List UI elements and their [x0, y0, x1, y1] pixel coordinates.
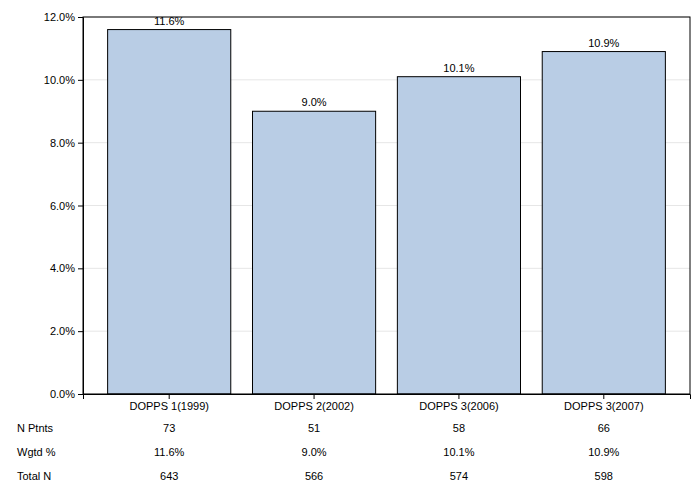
table-cell: 66 — [598, 422, 610, 434]
y-tick-label: 12.0% — [44, 11, 75, 23]
table-cell: 598 — [595, 470, 613, 482]
y-axis-line — [78, 18, 84, 395]
x-tick: DOPPS 1(1999) — [129, 394, 208, 412]
bar — [252, 111, 375, 394]
table-cell: 9.0% — [302, 446, 327, 458]
table-cell: 58 — [453, 422, 465, 434]
y-tick-mark — [78, 80, 83, 81]
y-tick: 8.0% — [50, 137, 83, 149]
x-axis: DOPPS 1(1999) DOPPS 2(2002) DOPPS 3(2006) D… — [84, 394, 691, 412]
y-tick-mark — [78, 331, 83, 332]
x-tick-label: DOPPS 2(2002) — [274, 400, 353, 412]
plot-frame — [83, 17, 690, 394]
bars — [108, 30, 666, 394]
data-label: 10.9% — [588, 37, 619, 49]
y-tick-label: 10.0% — [44, 74, 75, 86]
y-axis: 0.0% 2.0% 4.0% 6.0% 8.0% 10.0% 12.0% — [44, 11, 84, 400]
bar — [397, 77, 520, 394]
data-table: N Ptnts 73 51 58 66 Wgtd % 11.6% 9.0% 10.1% 10.9%… — [17, 422, 620, 482]
grid — [83, 17, 690, 394]
y-tick-mark — [78, 394, 83, 395]
y-tick: 2.0% — [50, 325, 83, 337]
y-tick-label: 2.0% — [50, 325, 75, 337]
y-tick-mark — [78, 268, 83, 269]
x-tick: DOPPS 2(2002) — [274, 394, 353, 412]
bar — [542, 52, 665, 394]
data-label: 11.6% — [154, 15, 185, 27]
x-tick-mark — [458, 394, 459, 399]
x-tick: DOPPS 3(2006) — [419, 394, 498, 412]
y-tick-label: 8.0% — [50, 137, 75, 149]
x-tick-mark — [314, 394, 315, 399]
x-tick-mark — [169, 394, 170, 399]
table-row-label: Total N — [17, 470, 51, 482]
table-cell: 51 — [308, 422, 320, 434]
x-tick-label: DOPPS 3(2006) — [419, 400, 498, 412]
y-tick-mark — [78, 143, 83, 144]
data-label: 9.0% — [302, 96, 327, 108]
y-tick-label: 6.0% — [50, 200, 75, 212]
table-cell: 73 — [163, 422, 175, 434]
x-tick: DOPPS 3(2007) — [564, 394, 643, 412]
table-cell: 10.9% — [588, 446, 619, 458]
table-cell: 11.6% — [154, 446, 185, 458]
y-tick: 6.0% — [50, 200, 83, 212]
x-tick-label: DOPPS 3(2007) — [564, 400, 643, 412]
bar — [108, 30, 231, 394]
y-tick-label: 4.0% — [50, 262, 75, 274]
x-tick-mark — [603, 394, 604, 399]
data-label: 10.1% — [443, 62, 474, 74]
y-tick: 10.0% — [44, 74, 83, 86]
table-cell: 574 — [450, 470, 468, 482]
y-tick-label: 0.0% — [50, 388, 75, 400]
chart: 11.6% 9.0% 10.1% 10.9% 0.0% 2.0% 4.0% 6.0% 8.0% 1… — [0, 0, 700, 500]
table-cell: 643 — [160, 470, 178, 482]
y-tick: 4.0% — [50, 262, 83, 274]
x-tick-label: DOPPS 1(1999) — [129, 400, 208, 412]
table-row-label: N Ptnts — [17, 422, 54, 434]
table-cell: 10.1% — [443, 446, 474, 458]
y-tick-mark — [78, 206, 83, 207]
y-tick-mark — [78, 17, 83, 18]
y-tick: 0.0% — [50, 388, 83, 400]
table-cell: 566 — [305, 470, 323, 482]
x-axis-line — [84, 395, 691, 400]
y-tick: 12.0% — [44, 11, 83, 23]
table-row-label: Wgtd % — [17, 446, 56, 458]
data-labels: 11.6% 9.0% 10.1% 10.9% — [154, 15, 620, 109]
